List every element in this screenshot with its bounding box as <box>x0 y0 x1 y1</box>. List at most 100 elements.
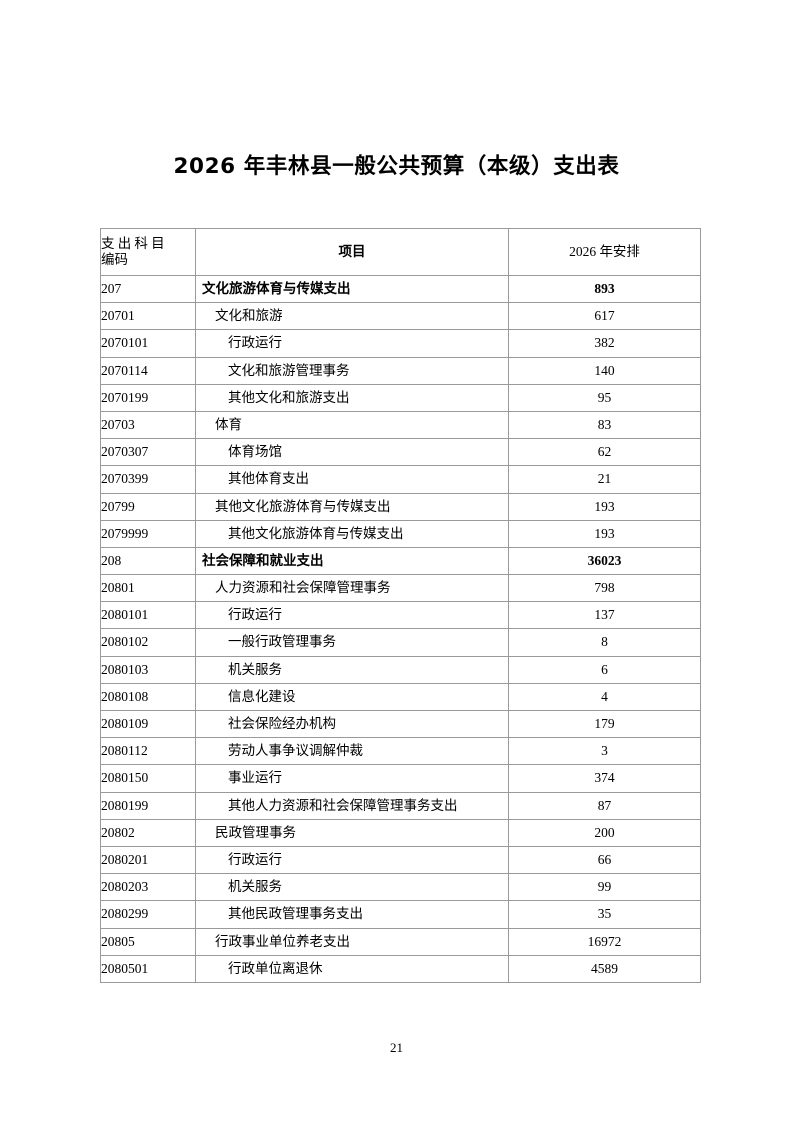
cell-item: 体育 <box>195 410 509 440</box>
table-row: 208 社会保障和就业支出 36023 <box>100 546 701 576</box>
cell-item: 一般行政管理事务 <box>195 628 509 657</box>
cell-code: 20805 <box>100 927 196 956</box>
table-row: 20802 民政管理事务 200 <box>100 818 701 847</box>
cell-code: 2080201 <box>100 845 196 875</box>
cell-value: 374 <box>508 764 701 793</box>
table-row: 2080102 一般行政管理事务 8 <box>100 628 701 657</box>
table-row: 207 文化旅游体育与传媒支出 893 <box>100 274 701 304</box>
cell-code: 208 <box>100 546 196 576</box>
cell-item: 机关服务 <box>195 655 509 684</box>
cell-code: 2070199 <box>100 383 196 412</box>
cell-code: 207 <box>100 274 196 304</box>
cell-code: 2080112 <box>100 737 196 766</box>
cell-code: 2080103 <box>100 655 196 684</box>
table-row: 2070199 其他文化和旅游支出 95 <box>100 383 701 412</box>
table-row: 2080150 事业运行 374 <box>100 764 701 793</box>
table-row: 20703 体育 83 <box>100 410 701 440</box>
cell-item: 行政单位离退休 <box>195 954 509 983</box>
page-title: 2026 年丰林县一般公共预算（本级）支出表 <box>173 154 620 179</box>
cell-item: 其他文化和旅游支出 <box>195 383 509 412</box>
cell-item: 人力资源和社会保障管理事务 <box>195 574 509 603</box>
table-row: 2080103 机关服务 6 <box>100 655 701 684</box>
cell-item: 民政管理事务 <box>195 818 509 847</box>
cell-code: 2080108 <box>100 682 196 712</box>
cell-code: 20701 <box>100 302 196 331</box>
page-number: 21 <box>390 1040 403 1055</box>
cell-item: 体育场馆 <box>195 438 509 467</box>
cell-item: 其他文化旅游体育与传媒支出 <box>195 519 509 548</box>
cell-code: 20802 <box>100 818 196 847</box>
cell-value: 137 <box>508 601 701 630</box>
cell-item: 行政事业单位养老支出 <box>195 927 509 956</box>
table-row: 2070101 行政运行 382 <box>100 329 701 358</box>
cell-value: 200 <box>508 818 701 847</box>
table-row: 2070307 体育场馆 62 <box>100 438 701 467</box>
cell-code: 2080501 <box>100 954 196 983</box>
cell-item: 其他文化旅游体育与传媒支出 <box>195 492 509 521</box>
cell-code: 2070399 <box>100 465 196 494</box>
cell-value: 3 <box>508 737 701 766</box>
cell-item: 行政运行 <box>195 329 509 358</box>
cell-value: 179 <box>508 709 701 739</box>
table-body: 207 文化旅游体育与传媒支出 893 20701 文化和旅游 617 2070101 行政运… <box>100 274 701 983</box>
cell-value: 4589 <box>508 954 701 983</box>
cell-code: 2070101 <box>100 329 196 358</box>
table-row: 2070114 文化和旅游管理事务 140 <box>100 356 701 385</box>
cell-item: 劳动人事争议调解仲裁 <box>195 737 509 766</box>
cell-code: 2080199 <box>100 791 196 820</box>
table-row: 2080108 信息化建设 4 <box>100 682 701 712</box>
cell-code: 2070114 <box>100 356 196 385</box>
cell-code: 2079999 <box>100 519 196 548</box>
cell-item: 文化和旅游 <box>195 302 509 331</box>
column-header-code: 支出科目 编码 <box>100 228 196 276</box>
cell-value: 140 <box>508 356 701 385</box>
cell-item: 文化和旅游管理事务 <box>195 356 509 385</box>
cell-value: 36023 <box>508 546 701 576</box>
cell-value: 99 <box>508 873 701 902</box>
table-row: 2080299 其他民政管理事务支出 35 <box>100 900 701 929</box>
cell-code: 2080150 <box>100 764 196 793</box>
cell-item: 文化旅游体育与传媒支出 <box>195 274 509 304</box>
cell-code: 2080109 <box>100 709 196 739</box>
cell-item: 社会保险经办机构 <box>195 709 509 739</box>
budget-expenditure-table: 支出科目 编码 项目 2026 年安排 207 文化旅游体育与传媒支出 893 207… <box>100 228 701 983</box>
cell-item: 行政运行 <box>195 601 509 630</box>
cell-code: 20799 <box>100 492 196 521</box>
table-row: 2080112 劳动人事争议调解仲裁 3 <box>100 737 701 766</box>
cell-value: 893 <box>508 274 701 304</box>
table-row: 2079999 其他文化旅游体育与传媒支出 193 <box>100 519 701 548</box>
cell-value: 798 <box>508 574 701 603</box>
table-row: 20701 文化和旅游 617 <box>100 302 701 331</box>
cell-item: 其他民政管理事务支出 <box>195 900 509 929</box>
cell-value: 8 <box>508 628 701 657</box>
cell-value: 83 <box>508 410 701 440</box>
cell-code: 20703 <box>100 410 196 440</box>
table-row: 2080203 机关服务 99 <box>100 873 701 902</box>
cell-value: 193 <box>508 519 701 548</box>
table-row: 2080201 行政运行 66 <box>100 845 701 875</box>
cell-value: 62 <box>508 438 701 467</box>
table-row: 20801 人力资源和社会保障管理事务 798 <box>100 574 701 603</box>
cell-value: 95 <box>508 383 701 412</box>
table-row: 2080199 其他人力资源和社会保障管理事务支出 87 <box>100 791 701 820</box>
table-header: 支出科目 编码 项目 2026 年安排 <box>100 228 701 276</box>
column-header-code-line2: 编码 <box>101 252 128 267</box>
budget-table-container: 支出科目 编码 项目 2026 年安排 207 文化旅游体育与传媒支出 893 207… <box>100 228 701 983</box>
cell-item: 事业运行 <box>195 764 509 793</box>
cell-item: 信息化建设 <box>195 682 509 712</box>
cell-value: 35 <box>508 900 701 929</box>
cell-value: 6 <box>508 655 701 684</box>
table-row: 20805 行政事业单位养老支出 16972 <box>100 927 701 956</box>
table-row: 2080101 行政运行 137 <box>100 601 701 630</box>
cell-value: 21 <box>508 465 701 494</box>
column-header-item: 项目 <box>195 228 509 276</box>
cell-code: 20801 <box>100 574 196 603</box>
cell-code: 2080203 <box>100 873 196 902</box>
cell-value: 617 <box>508 302 701 331</box>
cell-value: 4 <box>508 682 701 712</box>
cell-code: 2080299 <box>100 900 196 929</box>
table-row: 2070399 其他体育支出 21 <box>100 465 701 494</box>
cell-code: 2080102 <box>100 628 196 657</box>
table-row: 2080109 社会保险经办机构 179 <box>100 709 701 739</box>
